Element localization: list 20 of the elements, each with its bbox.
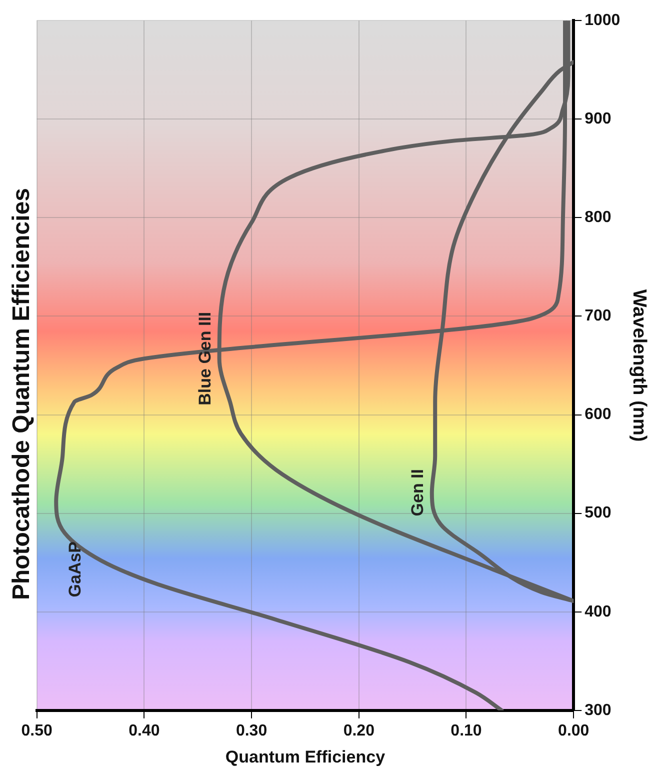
y-tick-label: 1000: [584, 12, 620, 30]
y-tick-label: 900: [584, 110, 612, 128]
y-tick-label: 800: [584, 209, 612, 226]
y-axis-title: Wavelength (nm): [628, 289, 650, 442]
text: Gen II: [408, 469, 428, 516]
x-tick-label: 0.00: [558, 722, 590, 740]
y-tick-label: 400: [584, 603, 612, 620]
x-tick-label: 0.20: [343, 722, 375, 740]
y-tick-label: 300: [584, 702, 612, 719]
x-tick-label: 0.40: [128, 722, 160, 740]
text: GaAsP: [65, 541, 84, 598]
text: Blue Gen III: [196, 312, 214, 406]
x-tick-label: 0.30: [236, 722, 268, 740]
y-tick-label: 600: [584, 406, 612, 424]
text: Photocathode Quantum Efficiencies: [8, 188, 36, 600]
x-axis-title: Quantum Efficiency: [225, 747, 386, 766]
x-tick-label: 0.10: [450, 722, 482, 740]
y-tick-label: 500: [584, 504, 612, 522]
y-tick-label: 700: [584, 308, 612, 325]
x-tick-label: 0.50: [21, 722, 52, 740]
